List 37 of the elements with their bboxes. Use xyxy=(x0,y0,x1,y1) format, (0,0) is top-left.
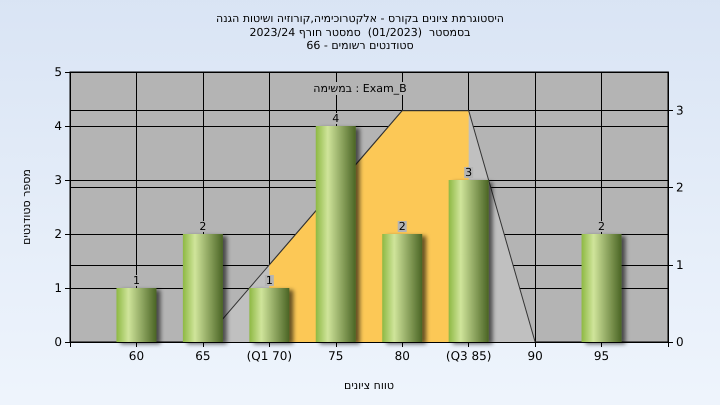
x-tick-label: (Q1 70) xyxy=(246,349,292,363)
x-tick-label: 65 xyxy=(195,349,211,363)
y2-tick-label: 1 xyxy=(676,258,684,272)
data-label: 2 xyxy=(598,220,606,233)
y-tick-label: 0 xyxy=(54,335,62,349)
y2-tick-label: 3 xyxy=(676,104,684,118)
y-tick-label: 3 xyxy=(54,173,62,187)
y2-tick-label: 0 xyxy=(676,335,684,349)
x-tick-label: 75 xyxy=(328,349,344,363)
chart-title: היסטוגרמת ציונים בקורס - אלקטרוכימיה,קורוזיה ושיטות הגנה xyxy=(216,12,504,25)
x-tick-label: (Q3 85) xyxy=(446,349,492,363)
bar xyxy=(316,126,356,342)
x-tick-label: 95 xyxy=(594,349,610,363)
data-label: 3 xyxy=(465,166,472,179)
data-label: 2 xyxy=(199,220,206,233)
x-axis-title: טווח ציונים xyxy=(344,379,394,392)
bar xyxy=(382,234,422,342)
data-label: 2 xyxy=(398,220,406,233)
annotation: במשימה : Exam_B xyxy=(313,82,407,95)
bar xyxy=(582,234,622,342)
bar xyxy=(249,288,290,342)
x-tick-label: 80 xyxy=(394,349,410,363)
bar xyxy=(182,234,223,342)
y-tick-label: 4 xyxy=(54,119,62,133)
data-label: 1 xyxy=(266,274,273,287)
chart-subtitle: בסמסטר (01/2023) סמסטר חורף 2023/24 סטודנטים רשומים - 66 xyxy=(250,26,470,52)
y2-tick-label: 2 xyxy=(676,180,684,195)
y-tick-label: 2 xyxy=(54,227,62,241)
data-label: 1 xyxy=(132,274,140,287)
data-label: 4 xyxy=(332,112,340,125)
y-axis-title: מספר סטודנטים xyxy=(20,169,33,245)
y-tick-label: 5 xyxy=(54,65,62,79)
bar xyxy=(116,288,156,342)
x-tick-label: 90 xyxy=(527,349,543,363)
y-tick-label: 1 xyxy=(54,281,62,295)
x-tick-label: 60 xyxy=(128,349,144,363)
bar xyxy=(448,180,489,342)
